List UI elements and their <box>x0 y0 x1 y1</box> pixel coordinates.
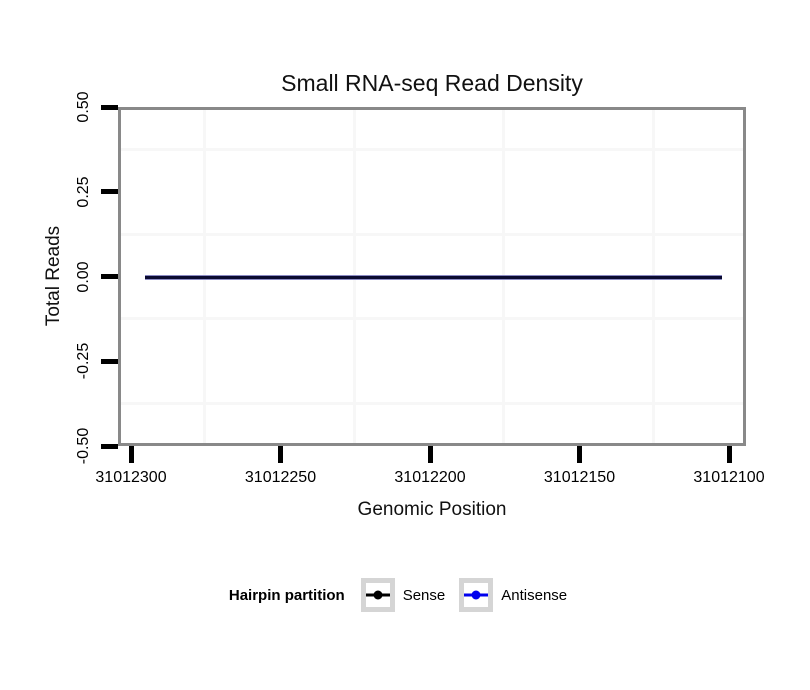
minor-gridline-horizontal <box>121 317 743 320</box>
minor-gridline-horizontal <box>121 233 743 236</box>
legend-title: Hairpin partition <box>228 586 345 604</box>
legend-label-sense: Sense <box>402 586 446 604</box>
y-tick-label: 0.50 <box>75 91 92 123</box>
x-axis-title: Genomic Position <box>357 499 507 520</box>
y-tick <box>101 104 118 110</box>
x-tick-label: 31012150 <box>543 469 616 486</box>
series-line-core <box>145 276 722 279</box>
x-tick-label: 31012200 <box>394 469 466 486</box>
series-line-sense-antisense-overlap <box>145 275 722 280</box>
y-tick-label: -0.50 <box>75 427 92 465</box>
minor-gridline-horizontal <box>121 402 743 405</box>
chart-title: Small RNA-seq Read Density <box>281 70 583 96</box>
y-tick <box>101 189 118 195</box>
x-tick <box>726 446 732 463</box>
y-tick <box>101 358 118 364</box>
plot-panel <box>118 107 746 446</box>
point-glyph-icon <box>373 590 383 600</box>
legend-label-antisense: Antisense <box>501 586 568 604</box>
legend-key-antisense <box>459 578 494 612</box>
x-tick <box>278 446 283 463</box>
x-tick <box>128 446 134 463</box>
x-tick <box>427 446 433 463</box>
x-tick-label: 31012100 <box>693 469 765 486</box>
x-tick-label: 31012250 <box>244 469 317 486</box>
x-tick-label: 31012300 <box>95 469 167 486</box>
y-tick-label: 0.25 <box>75 176 92 208</box>
minor-gridline-horizontal <box>121 148 743 151</box>
x-tick <box>577 446 582 463</box>
legend-key-sense <box>360 578 395 612</box>
y-tick <box>101 443 118 449</box>
y-tick-label: -0.25 <box>75 343 92 380</box>
y-tick <box>101 274 118 279</box>
y-tick-label: 0.00 <box>75 260 92 293</box>
y-axis-title: Total Reads <box>43 225 64 327</box>
legend: Hairpin partition Sense Antisense <box>0 577 810 613</box>
point-glyph-icon <box>471 590 481 600</box>
